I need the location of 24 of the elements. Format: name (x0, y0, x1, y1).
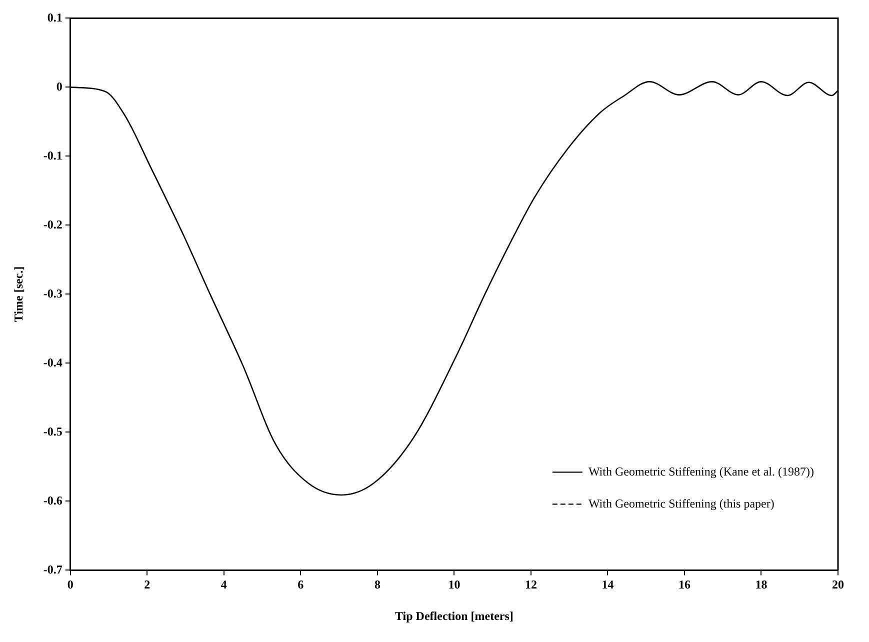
y-tick-label: -0.2 (43, 217, 62, 232)
x-tick-label: 14 (602, 577, 614, 592)
y-axis-title: Time [sec.] (11, 266, 26, 322)
x-axis-title: Tip Deflection [meters] (394, 608, 514, 623)
y-tick-label: -0.5 (43, 424, 62, 438)
y-tick-label: -0.4 (43, 355, 62, 370)
x-tick-label: 20 (832, 577, 844, 592)
x-tick-label: 12 (524, 577, 537, 592)
y-tick-label: -0.6 (43, 493, 62, 508)
x-tick-label: 10 (448, 577, 460, 592)
y-tick-label: 0 (56, 79, 62, 94)
y-tick-label: -0.7 (43, 562, 62, 576)
x-tick-label: 2 (144, 577, 150, 592)
x-tick-label: 16 (678, 577, 690, 592)
y-tick-label: -0.3 (43, 286, 62, 300)
y-tick-label: 0.1 (47, 10, 62, 24)
y-tick-label: -0.1 (43, 148, 62, 162)
x-tick-label: 18 (755, 577, 768, 592)
x-tick-label: 8 (374, 577, 380, 592)
x-tick-label: 0 (67, 577, 74, 592)
x-tick-label: 4 (220, 577, 227, 592)
legend-label: With Geometric Stiffening (Kane et al. (1987)) (588, 464, 814, 478)
x-tick-label: 6 (298, 577, 304, 592)
legend-label: With Geometric Stiffening (this paper) (588, 496, 774, 510)
